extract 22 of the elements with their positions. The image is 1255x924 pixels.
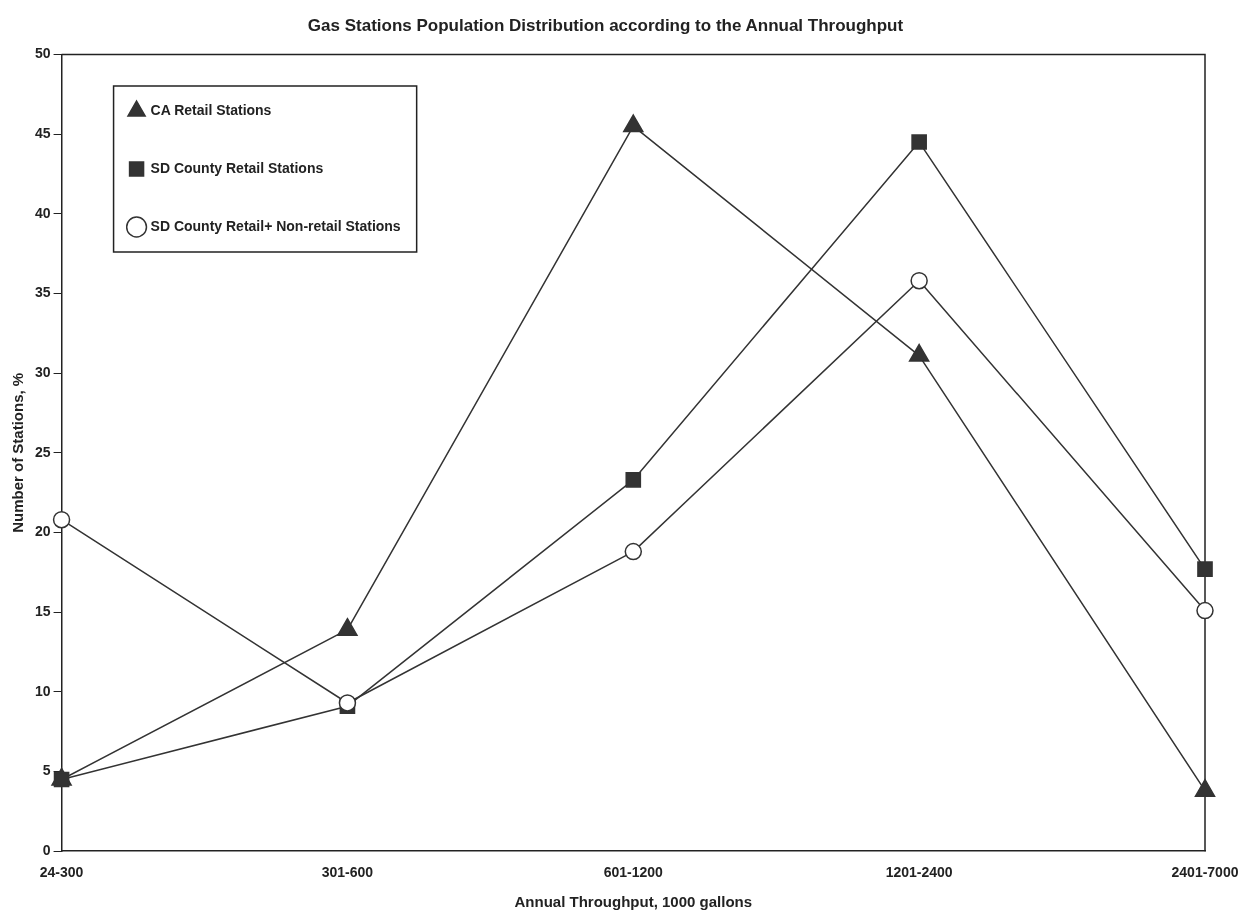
legend-label: SD County Retail+ Non-retail Stations [150, 217, 401, 234]
x-tick-label: 2401-7000 [1171, 864, 1239, 881]
y-tick-label: 0 [42, 842, 51, 859]
x-tick-label: 601-1200 [603, 864, 664, 881]
legend-label: CA Retail Stations [150, 101, 272, 118]
y-tick-label: 40 [34, 204, 51, 221]
y-tick-label: 15 [34, 603, 51, 620]
chart-title: Gas Stations Population Distribution according to the Annual Throughput [307, 15, 904, 35]
y-axis-title: Number of Stations, % [9, 372, 27, 533]
y-tick-label: 30 [34, 363, 51, 380]
y-tick-label: 10 [34, 682, 51, 699]
x-tick-label: 301-600 [321, 864, 374, 881]
y-tick-label: 20 [34, 523, 51, 540]
x-axis-title: Annual Throughput, 1000 gallons [514, 893, 753, 911]
x-tick-label: 24-300 [39, 864, 84, 881]
y-tick-label: 50 [34, 45, 51, 62]
y-tick-label: 45 [34, 124, 51, 141]
legend-label: SD County Retail Stations [150, 159, 324, 176]
y-tick-label: 5 [42, 762, 51, 779]
y-tick-label: 35 [34, 284, 51, 301]
x-tick-label: 1201-2400 [885, 864, 953, 881]
y-tick-label: 25 [34, 443, 51, 460]
